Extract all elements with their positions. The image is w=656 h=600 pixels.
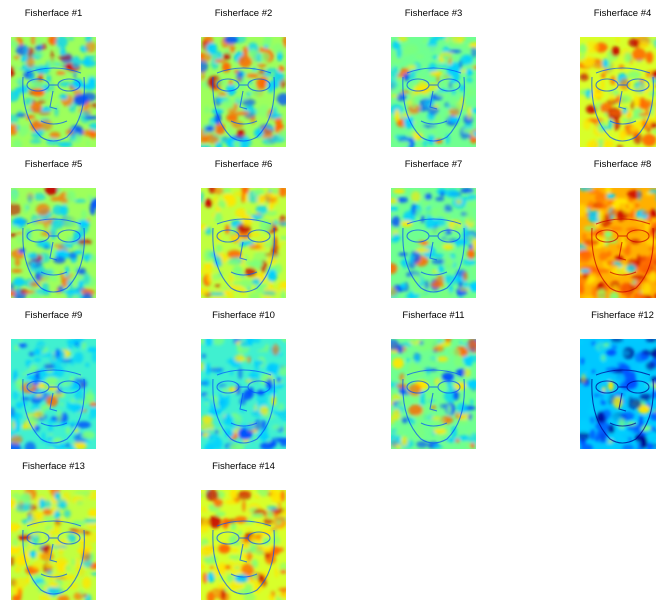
panel-title: Fisherface #14 [171,461,316,472]
panel-title: Fisherface #8 [550,159,656,170]
fisherface-heatmap-icon [11,37,96,147]
fisherface-heatmap-icon [11,188,96,298]
panel-title: Fisherface #12 [550,310,656,321]
fisherface-heatmap-icon [580,188,656,298]
fisherface-heatmap-icon [391,339,476,449]
fisherface-heatmap-icon [201,490,286,600]
panel-title: Fisherface #11 [361,310,506,321]
panel-title: Fisherface #4 [550,8,656,19]
fisherface-heatmap-icon [580,37,656,147]
fisherface-heatmap-icon [201,339,286,449]
fisherface-heatmap-icon [11,490,96,600]
panel-title: Fisherface #13 [0,461,126,472]
panel-title: Fisherface #10 [171,310,316,321]
fisherface-heatmap-icon [201,188,286,298]
fisherface-heatmap-icon [11,339,96,449]
fisherface-heatmap-icon [201,37,286,147]
fisherface-heatmap-icon [391,37,476,147]
panel-title: Fisherface #9 [0,310,126,321]
panel-title: Fisherface #2 [171,8,316,19]
fisherface-heatmap-icon [580,339,656,449]
panel-title: Fisherface #7 [361,159,506,170]
fisherface-heatmap-icon [391,188,476,298]
panel-title: Fisherface #3 [361,8,506,19]
panel-title: Fisherface #5 [0,159,126,170]
panel-title: Fisherface #1 [0,8,126,19]
panel-title: Fisherface #6 [171,159,316,170]
